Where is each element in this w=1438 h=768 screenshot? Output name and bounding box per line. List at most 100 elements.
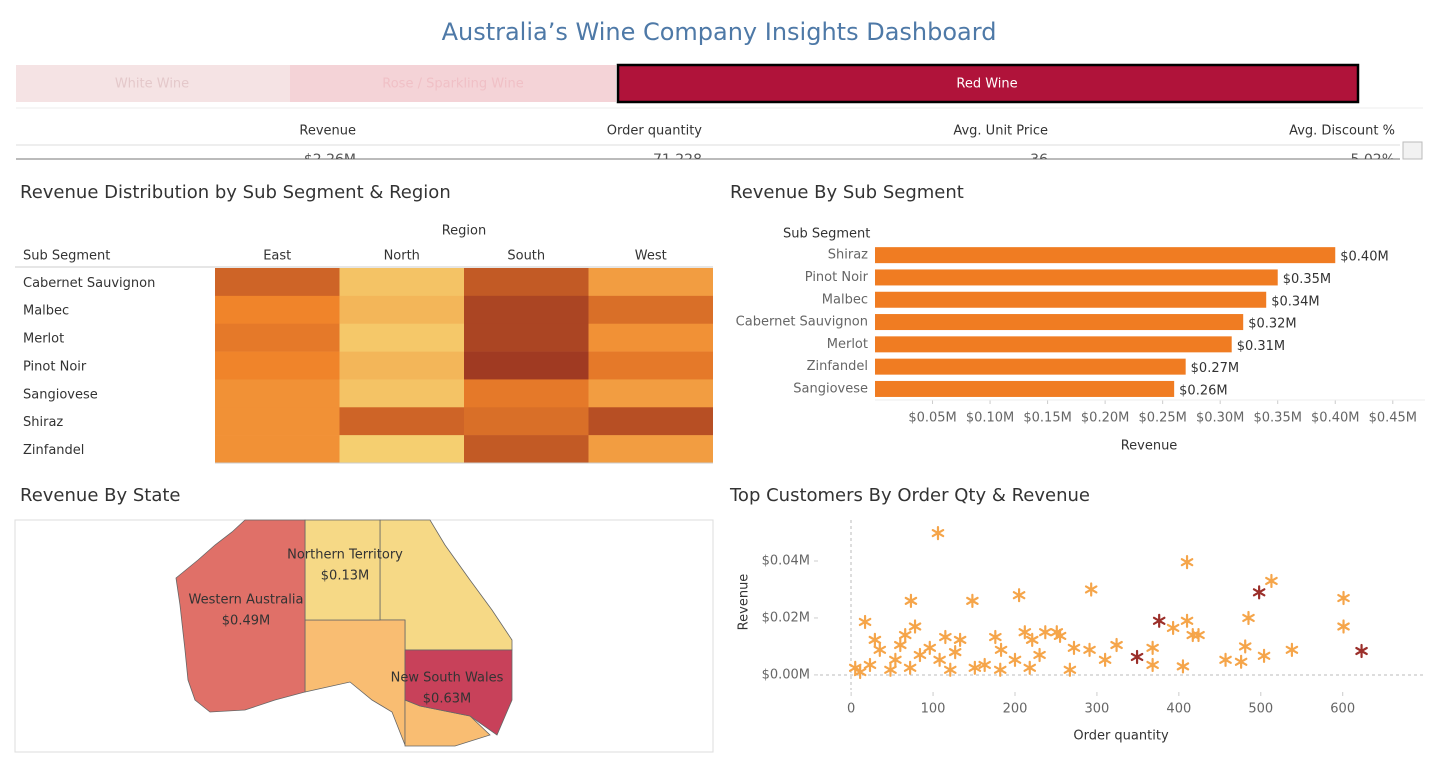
column-title: Region [442,224,487,239]
bar [875,269,1278,286]
x-tick-label: 600 [1330,702,1355,717]
heat-cell [588,435,713,464]
x-tick-label: 0 [847,702,855,717]
scatter-point [1234,654,1248,669]
scatter-point [1008,652,1022,667]
scatter-point [948,645,962,660]
heat-cell [464,379,589,408]
scatter-point [1152,613,1166,628]
kpi-label: Revenue [299,124,356,139]
scatter-point [848,660,862,675]
heat-cell [339,379,464,408]
state-value: $0.49M [222,614,270,629]
value-label: $0.27M [1191,361,1239,376]
heat-cell [464,351,589,380]
scatter-point [933,652,946,667]
value-label: $0.40M [1340,250,1388,265]
value-label: $0.35M [1283,272,1331,287]
tab-label[interactable]: Rose / Sparkling Wine [382,77,523,92]
category-label: Pinot Noir [805,270,869,285]
bar [875,380,1175,397]
scatter-point [923,640,937,655]
scatter-point [966,593,979,608]
scatter-point [853,664,867,680]
dashboard-title: Australia’s Wine Company Insights Dashbo… [442,18,997,46]
kpi-label: Order quantity [607,124,703,139]
scatter-point [904,593,918,608]
scatter-point [1063,662,1077,677]
tab[interactable] [290,65,616,102]
scatter-point [1166,620,1180,636]
scatter-point [1083,642,1096,657]
row-title: Sub Segment [23,249,110,264]
scatter-point [913,647,927,663]
tab-selected[interactable] [616,63,1360,104]
heat-cell [464,435,589,464]
x-tick-label: $0.25M [1138,411,1186,426]
scatter-point [1285,642,1299,657]
bar [875,336,1232,353]
x-tick-label: $0.45M [1369,411,1417,426]
scatter-point [931,525,945,541]
heat-cell [215,323,340,352]
scatter-point [989,629,1002,645]
scatter-point [1219,652,1232,667]
chart-title: Revenue Distribution by Sub Segment & Re… [20,182,451,203]
row-label: Cabernet Sauvignon [23,276,155,291]
y-axis-title: Revenue [737,574,752,631]
heat-cell [588,323,713,352]
scatter-point [1238,639,1252,654]
scatter-point [1130,649,1144,665]
heat-cell [215,379,340,408]
scatter-point [993,662,1007,677]
x-tick-label: $0.10M [966,411,1014,426]
heat-cell [588,379,713,408]
x-axis-title: Order quantity [1073,729,1169,744]
scatter-point [873,642,887,657]
tab-label[interactable]: White Wine [115,77,189,92]
scrollbar[interactable] [1402,141,1423,160]
x-tick-label: 100 [921,702,946,717]
x-tick-label: 300 [1085,702,1110,717]
scatter-point [1265,573,1278,589]
column-label: South [507,249,545,264]
heat-cell [588,407,713,436]
bar [875,314,1244,331]
x-tick-label: $0.20M [1081,411,1129,426]
x-tick-label: $0.15M [1023,411,1071,426]
state-name: Western Australia [189,593,304,608]
scatter-point [1018,625,1032,640]
bar [875,247,1336,264]
heat-cell [464,295,589,325]
scatter-point [1050,625,1064,640]
row-label: Zinfandel [23,443,84,458]
heat-cell [215,295,340,325]
scatter-point [1012,588,1026,603]
scatter-point [889,652,902,667]
x-tick-label: $0.05M [908,411,956,426]
heat-cell [464,268,589,297]
column-label: North [384,249,420,264]
scatter-point [884,662,897,677]
scatter-point [1039,625,1052,640]
x-tick-label: $0.30M [1196,411,1244,426]
tab-label[interactable]: Red Wine [956,77,1017,92]
category-label: Malbec [822,292,868,307]
scatter-point [1337,590,1350,606]
y-tick-label: $0.04M [762,554,810,569]
y-tick-label: $0.00M [762,667,810,682]
value-label: $0.34M [1271,294,1319,309]
x-axis-title: Revenue [1121,439,1178,454]
tab[interactable] [16,65,290,102]
heat-cell [588,351,713,380]
scatter-point [978,657,991,673]
chart-title: Revenue By Sub Segment [730,182,964,203]
column-label: West [635,249,667,264]
scatter-point [953,632,967,647]
row-label: Shiraz [23,415,63,430]
scatter-point [1192,627,1205,643]
category-title: Sub Segment [783,227,870,242]
scatter-point [908,619,922,634]
category-label: Zinfandel [807,359,868,374]
